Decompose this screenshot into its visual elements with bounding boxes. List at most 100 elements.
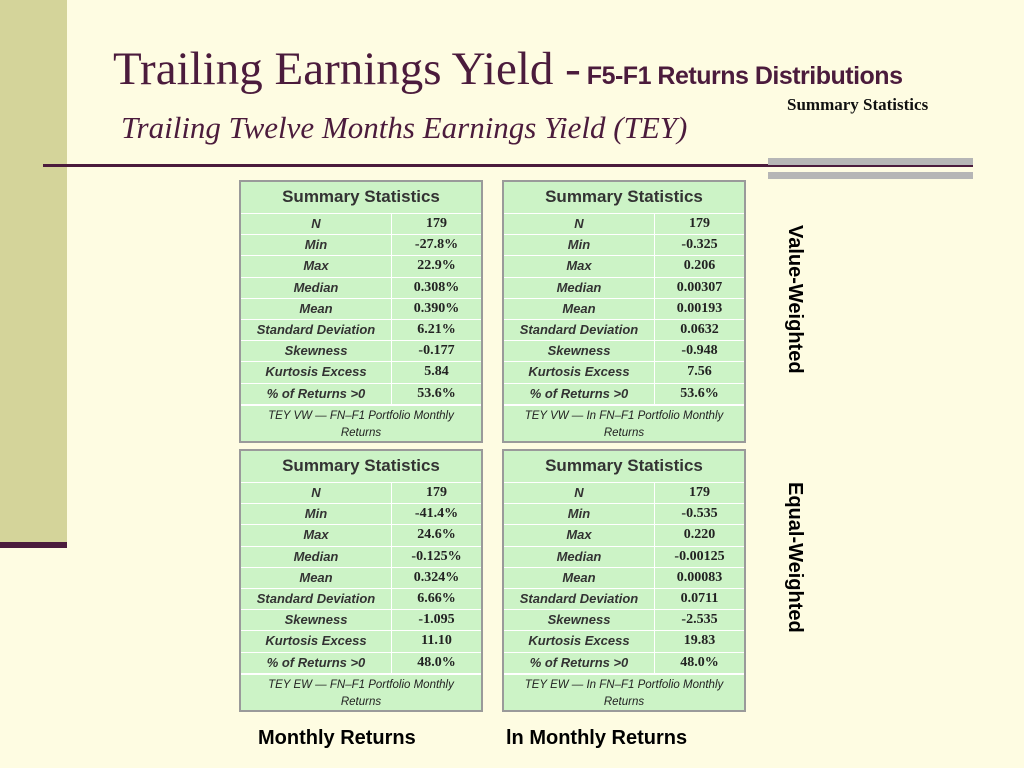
stat-row: Median -0.00125 bbox=[504, 546, 744, 568]
stat-value: -0.325 bbox=[681, 237, 718, 253]
stats-panel-ew-ln: Summary Statistics N 179 Min -0.535 Max 0.220 M… bbox=[502, 449, 746, 712]
stat-label: N bbox=[241, 483, 392, 504]
stat-row: Mean 0.00193 bbox=[504, 298, 744, 320]
stat-row: Kurtosis Excess 19.83 bbox=[504, 631, 744, 653]
stats-panel-vw-ln: Summary Statistics N 179 Min -0.325 Max 0.206 M… bbox=[502, 180, 746, 443]
stat-label: Min bbox=[241, 235, 392, 256]
stat-value: 0.00193 bbox=[676, 300, 723, 316]
stat-label: % of Returns >0 bbox=[241, 652, 392, 673]
stat-value: 179 bbox=[426, 485, 447, 500]
stat-value: 53.6% bbox=[680, 385, 719, 401]
stat-row: Skewness -1.095 bbox=[241, 610, 481, 632]
stat-label: Min bbox=[504, 235, 655, 256]
slide-subtitle: Trailing Twelve Months Earnings Yield (T… bbox=[121, 110, 688, 145]
stat-row: % of Returns >0 48.0% bbox=[241, 652, 481, 674]
stat-value: 0.390% bbox=[413, 300, 460, 316]
stat-value: 179 bbox=[689, 216, 710, 231]
stat-value: 48.0% bbox=[680, 654, 719, 670]
panel-heading: Summary Statistics bbox=[504, 451, 744, 483]
title-sub: F5-F1 Returns Distributions bbox=[586, 62, 903, 90]
stat-row: Max 0.206 bbox=[504, 256, 744, 278]
stat-row: % of Returns >0 53.6% bbox=[241, 383, 481, 405]
left-decorative-bar bbox=[0, 0, 67, 545]
stat-row: Min -0.325 bbox=[504, 235, 744, 257]
stat-label: N bbox=[504, 214, 655, 235]
stat-row: Median -0.125% bbox=[241, 546, 481, 568]
title-main: Trailing Earnings Yield - bbox=[113, 43, 581, 95]
stat-value: 0.0632 bbox=[680, 321, 719, 337]
stat-value: -0.948 bbox=[681, 343, 718, 359]
monthly-returns-label: Monthly Returns bbox=[258, 727, 416, 749]
stat-row: Min -0.535 bbox=[504, 504, 744, 526]
stat-value: 24.6% bbox=[417, 527, 456, 543]
stat-value: 11.10 bbox=[421, 633, 452, 649]
stat-value: 22.9% bbox=[417, 258, 456, 274]
stat-row: Standard Deviation 6.66% bbox=[241, 588, 481, 611]
stat-value: 48.0% bbox=[417, 654, 456, 670]
stat-label: Median bbox=[241, 277, 392, 298]
stat-value: 0.206 bbox=[683, 258, 716, 274]
stat-row: Kurtosis Excess 5.84 bbox=[241, 362, 481, 384]
stat-label: Standard Deviation bbox=[504, 588, 655, 610]
stat-label: Mean bbox=[241, 567, 392, 588]
panel-heading: Summary Statistics bbox=[241, 182, 481, 214]
stat-row: Kurtosis Excess 11.10 bbox=[241, 631, 481, 653]
stat-value: 19.83 bbox=[683, 633, 716, 649]
stat-row: Skewness -0.177 bbox=[241, 341, 481, 363]
stat-value: -0.00125 bbox=[674, 548, 725, 564]
stat-label: Min bbox=[241, 504, 392, 525]
stat-row: Median 0.308% bbox=[241, 277, 481, 299]
stat-row: % of Returns >0 48.0% bbox=[504, 652, 744, 674]
stat-label: % of Returns >0 bbox=[241, 383, 392, 404]
stats-panel-ew-monthly: Summary Statistics N 179 Min -41.4% Max 24.6% M… bbox=[239, 449, 483, 712]
stat-value: 6.21% bbox=[417, 321, 456, 337]
stat-row: Skewness -0.948 bbox=[504, 341, 744, 363]
stat-row: Mean 0.324% bbox=[241, 567, 481, 589]
stat-label: Kurtosis Excess bbox=[241, 362, 392, 383]
stat-label: Max bbox=[241, 256, 392, 277]
stat-label: Kurtosis Excess bbox=[504, 631, 655, 652]
stat-row: Standard Deviation 0.0632 bbox=[504, 319, 744, 342]
stat-row: N 179 bbox=[504, 214, 744, 236]
stat-value: -0.125% bbox=[411, 548, 462, 564]
stat-value: 179 bbox=[689, 485, 710, 500]
stat-label: Min bbox=[504, 504, 655, 525]
stat-value: -2.535 bbox=[681, 612, 718, 628]
stat-value: -0.177 bbox=[418, 343, 455, 359]
stat-row: Max 0.220 bbox=[504, 525, 744, 547]
stat-label: Skewness bbox=[504, 610, 655, 631]
value-weighted-label: Value-Weighted bbox=[784, 225, 806, 374]
panel-footer: TEY EW — FN–F1 Portfolio Monthly Returns bbox=[241, 673, 481, 710]
stat-row: Kurtosis Excess 7.56 bbox=[504, 362, 744, 384]
stat-value: -0.535 bbox=[681, 506, 718, 522]
slide-title: Trailing Earnings Yield - F5-F1 Returns D… bbox=[113, 42, 903, 96]
stat-row: Min -41.4% bbox=[241, 504, 481, 526]
decorative-gray-bar bbox=[768, 172, 973, 179]
stat-label: Max bbox=[504, 256, 655, 277]
stat-row: Min -27.8% bbox=[241, 235, 481, 257]
stat-label: Skewness bbox=[241, 610, 392, 631]
stat-label: Skewness bbox=[241, 341, 392, 362]
panel-heading: Summary Statistics bbox=[241, 451, 481, 483]
stat-value: 0.308% bbox=[413, 279, 460, 295]
stat-value: -1.095 bbox=[418, 612, 455, 628]
stat-row: Mean 0.390% bbox=[241, 298, 481, 320]
panel-footer: TEY VW — In FN–F1 Portfolio Monthly Retu… bbox=[504, 404, 744, 441]
ln-monthly-returns-label: ln Monthly Returns bbox=[506, 727, 688, 749]
equal-weighted-label: Equal-Weighted bbox=[784, 482, 806, 633]
stat-value: 0.00307 bbox=[676, 279, 723, 295]
stat-row: N 179 bbox=[241, 214, 481, 236]
stat-value: -41.4% bbox=[414, 506, 459, 522]
stat-label: Standard Deviation bbox=[241, 588, 392, 610]
stat-value: 7.56 bbox=[687, 364, 712, 380]
decorative-gray-bar bbox=[768, 158, 973, 165]
stat-row: Max 24.6% bbox=[241, 525, 481, 547]
stat-label: N bbox=[504, 483, 655, 504]
stat-label: N bbox=[241, 214, 392, 235]
small-caption: Summary Statistics bbox=[787, 95, 929, 114]
stat-row: Standard Deviation 6.21% bbox=[241, 319, 481, 342]
stat-row: N 179 bbox=[241, 483, 481, 505]
stat-label: Mean bbox=[504, 298, 655, 319]
panel-heading: Summary Statistics bbox=[504, 182, 744, 214]
stats-panel-vw-monthly: Summary Statistics N 179 Min -27.8% Max 22.9% M… bbox=[239, 180, 483, 443]
